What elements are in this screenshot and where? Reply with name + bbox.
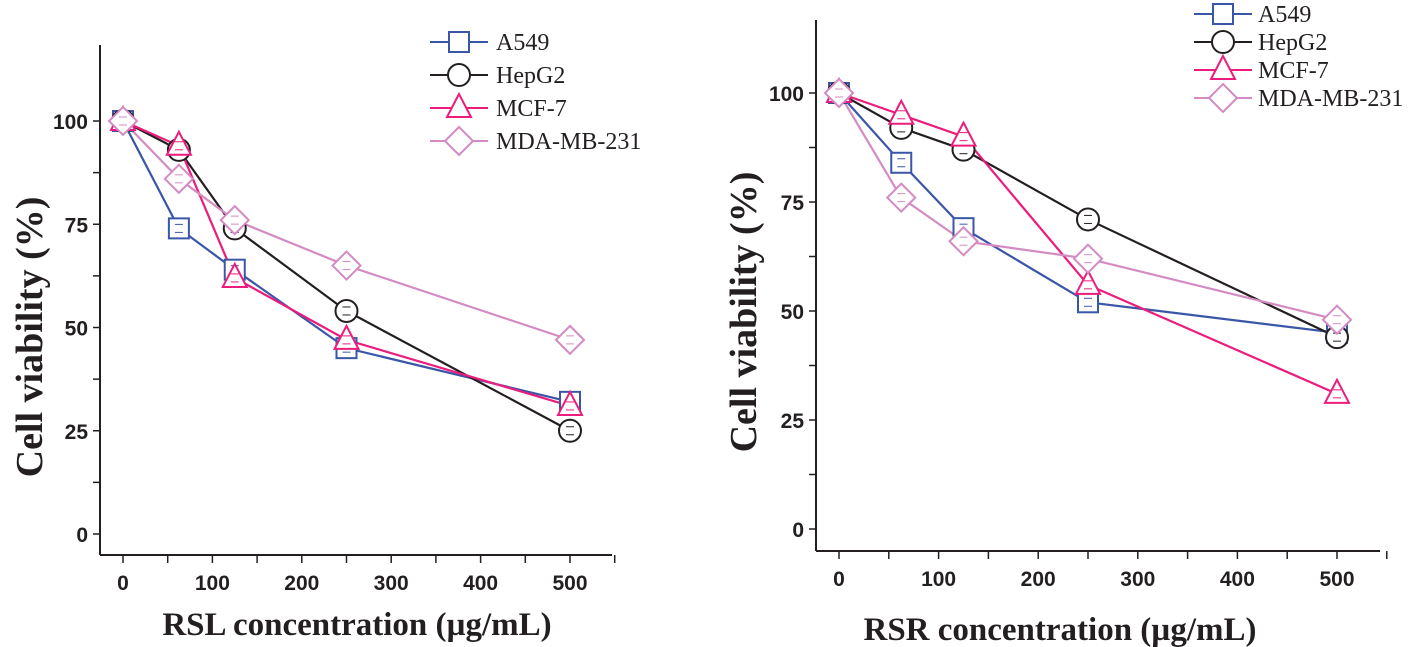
data-point-mcf-7	[332, 323, 361, 350]
legend-label: MCF-7	[1258, 58, 1329, 84]
legend-label: MDA-MB-231	[1258, 86, 1403, 112]
legend-marker-triangle-icon	[1209, 53, 1237, 80]
legend-label: MDA-MB-231	[496, 129, 641, 155]
y-axis-title: Cell viability (%)	[723, 172, 765, 453]
data-point-mcf-7	[949, 120, 978, 147]
x-tick-label: 200	[284, 572, 319, 595]
data-point-a549	[167, 217, 190, 240]
data-point-a549	[890, 151, 913, 174]
x-tick-label: 400	[463, 572, 498, 595]
data-point-mda-mb-231	[1072, 243, 1104, 275]
legend-label: MCF-7	[496, 96, 567, 122]
data-point-mcf-7	[1074, 268, 1102, 295]
data-point-mcf-7	[887, 98, 915, 125]
data-point-hepg2	[1076, 207, 1100, 232]
legend-marker-triangle-icon	[445, 91, 473, 118]
data-point-mda-mb-231	[948, 225, 979, 257]
legend: A549 HepG2 MCF-7 MDA-MB-231	[430, 30, 641, 157]
chart-rsr: 0 25 50 75 100 0 100 200 300 400 500 RSR concentrat…	[723, 2, 1403, 647]
legend-marker-square-icon	[448, 31, 470, 53]
y-tick-label: 25	[781, 410, 805, 433]
data-point-mda-mb-231	[554, 324, 586, 356]
data-point-a549	[1077, 291, 1099, 314]
x-tick-label: 400	[1220, 568, 1255, 591]
legend-marker-square-icon	[1212, 3, 1234, 25]
data-point-mda-mb-231	[107, 105, 139, 137]
x-tick-label: 0	[117, 572, 129, 595]
x-tick-label: 500	[552, 572, 587, 595]
data-point-mda-mb-231	[219, 204, 251, 236]
data-point-mcf-7	[221, 261, 249, 288]
data-point-hepg2	[334, 298, 359, 323]
data-point-mcf-7	[556, 389, 584, 416]
y-tick-label: 50	[65, 318, 88, 341]
y-axis-title: Cell viability (%)	[9, 197, 51, 478]
x-tick-label: 300	[1120, 568, 1155, 591]
data-point-mcf-7	[165, 129, 193, 156]
data-point-hepg2	[558, 418, 582, 443]
data-point-mda-mb-231	[331, 250, 362, 281]
data-point-mcf-7	[1323, 377, 1351, 404]
y-tick-label: 75	[65, 214, 89, 237]
legend-label: HepG2	[496, 63, 565, 89]
legend-marker-circle-icon	[1211, 30, 1235, 54]
data-point-mda-mb-231	[823, 77, 855, 109]
data-point-mda-mb-231	[1321, 304, 1353, 336]
y-tick-label: 0	[76, 524, 88, 547]
legend-label: HepG2	[1258, 30, 1327, 56]
x-axis-title: RSL concentration (µg/mL)	[162, 607, 551, 643]
x-tick-label: 0	[833, 568, 845, 591]
legend-marker-diamond-icon	[1207, 82, 1239, 114]
x-axis-title: RSR concentration (µg/mL)	[864, 612, 1257, 647]
data-point-mda-mb-231	[885, 182, 917, 214]
y-tick-label: 50	[781, 301, 804, 324]
y-tick-label: 75	[781, 192, 805, 215]
legend-marker-diamond-icon	[443, 125, 475, 157]
x-tick-label: 200	[1021, 568, 1056, 591]
y-tick-label: 100	[769, 83, 804, 106]
x-tick-label: 100	[195, 572, 230, 595]
legend-marker-circle-icon	[447, 63, 471, 87]
x-tick-label: 300	[374, 572, 409, 595]
x-tick-label: 500	[1319, 568, 1354, 591]
data-point-mda-mb-231	[163, 163, 195, 195]
legend-label: A549	[496, 30, 549, 56]
legend-label: A549	[1258, 2, 1311, 28]
y-tick-label: 25	[65, 421, 89, 444]
y-tick-label: 0	[792, 519, 804, 542]
y-tick-label: 100	[53, 111, 88, 134]
x-tick-label: 100	[921, 568, 956, 591]
